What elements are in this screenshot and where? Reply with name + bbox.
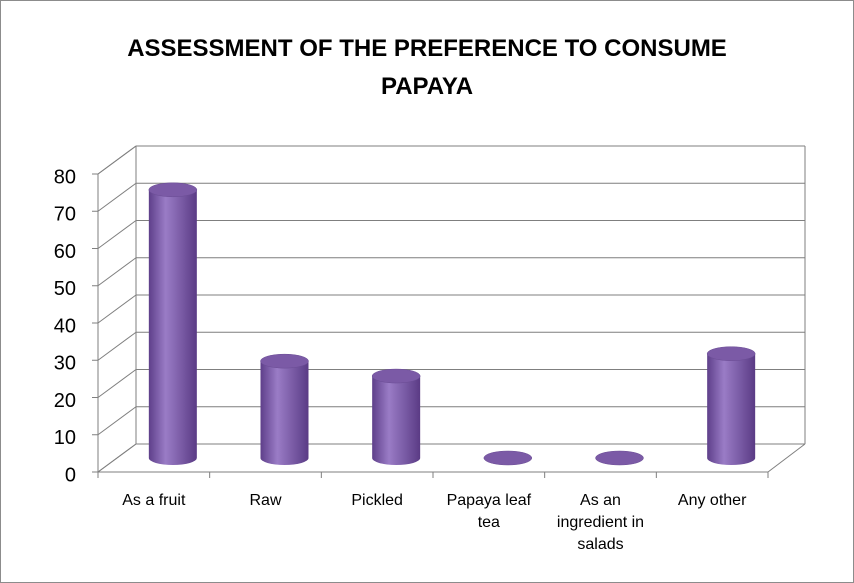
bar-top (483, 450, 533, 466)
axes-frame (97, 145, 806, 473)
grid-diagonal (97, 182, 137, 212)
x-tick-label: As a fruit (122, 492, 186, 509)
grid-diagonal (97, 406, 137, 436)
bar (260, 353, 309, 465)
x-tick-label: Pickled (351, 492, 403, 509)
grid-diagonal (97, 331, 137, 361)
bar (148, 182, 198, 466)
grid-diagonal (97, 220, 137, 249)
grid-diagonal (97, 443, 137, 473)
bar (595, 450, 644, 466)
y-tick-label: 0 (65, 464, 76, 486)
grid-diagonal (97, 369, 137, 398)
chart-title: ASSESSMENT OF THE PREFERENCE TO CONSUME … (127, 35, 727, 100)
bar-body (260, 361, 309, 465)
bar-top (148, 182, 198, 198)
bar-top (371, 368, 421, 384)
x-tick-label: Raw (249, 492, 282, 509)
grid-diagonal (97, 257, 137, 287)
y-tick-label: 80 (54, 166, 76, 188)
bar-top (260, 353, 309, 369)
bar-body (148, 189, 197, 466)
y-tick-label: 50 (54, 278, 76, 300)
y-tick-label: 20 (54, 390, 76, 412)
x-tick-label: As an ingredient in salads (556, 492, 645, 553)
y-tick-label: 70 (54, 204, 76, 226)
y-tick-label: 40 (54, 315, 76, 337)
grid-diagonal (97, 294, 137, 324)
bar-body (372, 376, 421, 465)
bar (706, 346, 756, 465)
bar (483, 450, 533, 466)
x-tick-label: Any other (677, 492, 747, 509)
bar-body (707, 353, 756, 465)
y-tick-label: 10 (54, 427, 76, 449)
y-tick-label: 30 (54, 353, 76, 375)
y-tick-label: 60 (54, 241, 76, 263)
x-tick-label: Papaya leaf tea (446, 492, 532, 531)
bar-top (595, 450, 644, 466)
grid-diagonal (97, 145, 137, 175)
bar-top (706, 346, 756, 361)
bar (371, 368, 421, 465)
